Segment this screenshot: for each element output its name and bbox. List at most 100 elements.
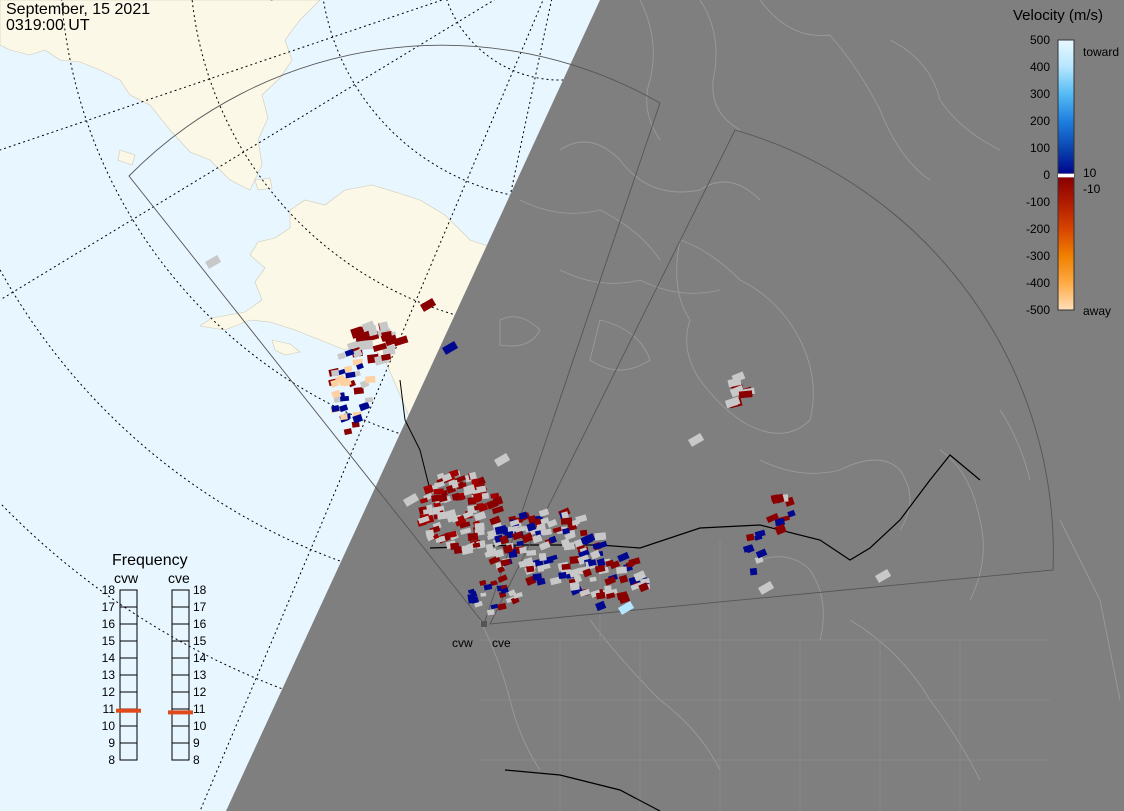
echo-cell [393, 335, 409, 347]
echo-cell [484, 549, 497, 558]
echo-cell [502, 544, 514, 554]
echo-cell [604, 576, 617, 586]
colorbar-tick-label: 100 [1030, 141, 1050, 155]
echo-cell [490, 603, 499, 610]
echo-cell [755, 548, 768, 559]
echo-cell [609, 560, 621, 570]
cvw-frequency-label: cvw [114, 570, 139, 586]
echo-cell [536, 578, 546, 586]
echo-cell [474, 522, 485, 531]
echo-cell [372, 342, 387, 352]
frequency-tick-label: 13 [102, 668, 116, 682]
echo-cell [630, 582, 643, 591]
echo-cell [754, 555, 764, 564]
frequency-tick-label: 8 [193, 753, 200, 767]
echo-cell [446, 513, 457, 523]
echo-cell [367, 325, 378, 337]
toward-label: toward [1083, 45, 1119, 59]
echo-cell [486, 609, 495, 616]
frequency-tick-label: 12 [193, 685, 207, 699]
echo-cell [500, 558, 512, 567]
echo-cell [378, 321, 390, 333]
colorbar-tick-label: 200 [1030, 114, 1050, 128]
echo-cell [494, 548, 504, 558]
echo-cell [562, 527, 570, 535]
echo-cell [450, 542, 460, 550]
echo-cell [497, 574, 508, 583]
cve-frequency-label: cve [168, 570, 190, 586]
echo-cell [418, 515, 430, 524]
echo-cell [451, 479, 459, 489]
echo-cell [473, 600, 483, 608]
echo-cell [537, 565, 545, 572]
cve-frequency-marker [168, 710, 193, 715]
echo-cell [487, 533, 496, 541]
colorbar-tick-label: 300 [1030, 87, 1050, 101]
echo-cell [483, 583, 493, 591]
echo-cell [361, 320, 376, 333]
echo-cell [423, 484, 434, 495]
echo-cell [514, 525, 526, 534]
cvw-site-label: cvw [452, 636, 473, 650]
echo-cell [548, 535, 557, 544]
echo-cell [355, 363, 364, 370]
echo-cell [351, 421, 360, 428]
echo-cell [536, 523, 546, 531]
echo-cell [344, 348, 355, 357]
echo-cell [353, 386, 364, 395]
echo-cell [491, 505, 504, 515]
echo-cell [403, 492, 420, 507]
zero-band [1058, 173, 1074, 178]
echo-cell [467, 532, 479, 542]
echo-cell [489, 515, 502, 526]
echo-cell [500, 584, 508, 591]
echo-cell [742, 544, 754, 553]
echo-cell [558, 571, 567, 580]
echo-cell [358, 339, 374, 351]
frequency-tick-label: 16 [102, 617, 116, 631]
echo-cell [462, 510, 474, 519]
frequency-tick-label: 10 [102, 719, 116, 733]
frequency-tick-label: 18 [193, 583, 207, 597]
header-date: September, 15 2021 [6, 1, 151, 18]
colorbar-tick-label: -100 [1026, 195, 1050, 209]
echo-cell [729, 385, 745, 398]
echo-cell [339, 395, 350, 402]
echo-cell [433, 488, 444, 495]
echo-cell [342, 378, 352, 387]
echo-cell [563, 542, 575, 551]
echo-cell [467, 588, 475, 594]
echo-cell [727, 377, 742, 388]
echo-cell [345, 371, 356, 379]
echo-cell [526, 522, 537, 532]
echo-cell [472, 492, 482, 502]
echo-cell [595, 591, 606, 600]
echo-cell [618, 574, 629, 584]
echo-cell [459, 527, 472, 535]
echo-cell [494, 453, 511, 467]
echo-cell [616, 566, 628, 575]
echo-cell [381, 353, 392, 361]
echo-cell [365, 375, 376, 384]
echo-cell [546, 519, 558, 528]
echo-cell [532, 573, 543, 581]
echo-cell [605, 592, 616, 600]
echo-cell [549, 576, 562, 586]
echo-cell [448, 469, 460, 478]
echo-cell [749, 567, 758, 576]
colorbar-tick-label: -300 [1026, 249, 1050, 263]
inner-tick-neg: -10 [1083, 182, 1101, 196]
echo-cell [604, 585, 612, 594]
echo-cell [594, 564, 606, 573]
echo-cell [540, 528, 552, 536]
echo-cell [538, 540, 551, 551]
frequency-tick-label: 11 [103, 702, 116, 716]
frequency-tick-label: 17 [102, 600, 116, 614]
echo-cell [618, 600, 635, 615]
cve-site-label: cve [492, 636, 511, 650]
echo-cell [526, 565, 535, 573]
echo-cell [787, 509, 796, 518]
echo-cell [587, 559, 597, 567]
echo-cell [688, 433, 705, 447]
echo-cell [754, 534, 763, 541]
